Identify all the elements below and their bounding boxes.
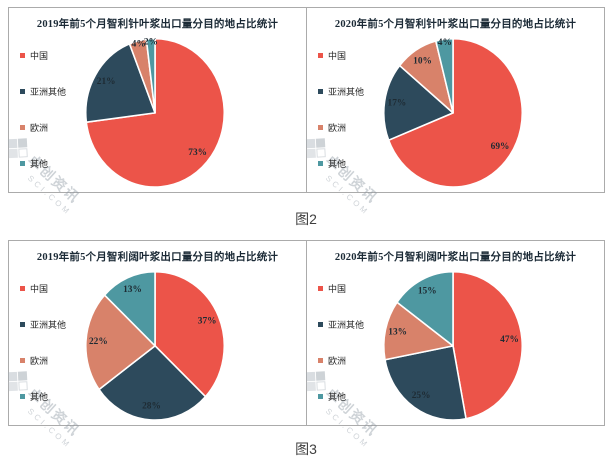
legend-marker-icon xyxy=(318,358,323,363)
pie-value-label-asia-other: 17% xyxy=(388,98,407,108)
pie-value-label-china: 47% xyxy=(500,335,519,345)
legend-label: 欧洲 xyxy=(30,123,49,133)
chart-panel-2020-hardwood: 2020年前5个月智利阔叶浆出口量分目的地占比统计 中国亚洲其他欧洲其他 47%… xyxy=(305,241,604,450)
pie-value-label-europe: 10% xyxy=(413,57,432,67)
legend-item-asia-other: 亚洲其他 xyxy=(318,85,388,98)
pie-chart: 47% 25% 13% 15% xyxy=(382,270,523,421)
legend-marker-icon xyxy=(20,161,25,166)
legend-label: 亚洲其他 xyxy=(30,320,67,330)
legend-label: 中国 xyxy=(328,51,347,61)
chart-title: 2020年前5个月智利阔叶浆出口量分目的地占比统计 xyxy=(334,252,577,263)
legend-label: 中国 xyxy=(30,51,49,61)
pie-slice-china xyxy=(452,270,523,420)
legend-item-europe: 欧洲 xyxy=(20,121,90,134)
legend-item-other: 其他 xyxy=(20,390,90,403)
figure-3-image: 2019年前5个月智利阔叶浆出口量分目的地占比统计 中国亚洲其他欧洲其他 37%… xyxy=(7,240,605,450)
pie-value-label-china: 69% xyxy=(491,142,510,152)
legend-label: 其他 xyxy=(328,392,347,402)
legend-marker-icon xyxy=(318,161,323,166)
pie-slice-other xyxy=(435,37,454,114)
chart-legend: 中国亚洲其他欧洲其他 xyxy=(20,49,90,170)
legend-item-china: 中国 xyxy=(318,49,388,62)
chart-legend: 中国亚洲其他欧洲其他 xyxy=(318,282,388,403)
chart-title: 2019年前5个月智利针叶浆出口量分目的地占比统计 xyxy=(36,19,279,30)
pie-value-label-other: 15% xyxy=(418,287,437,297)
figure-2-image: 2019年前5个月智利针叶浆出口量分目的地占比统计 中国亚洲其他欧洲其他 73%… xyxy=(7,7,605,217)
pie-value-label-other: 2% xyxy=(144,38,158,48)
pie-value-label-china: 37% xyxy=(198,317,217,327)
legend-item-china: 中国 xyxy=(318,282,388,295)
legend-item-europe: 欧洲 xyxy=(318,121,388,134)
chart-panel-2019-softwood: 2019年前5个月智利针叶浆出口量分目的地占比统计 中国亚洲其他欧洲其他 73%… xyxy=(7,8,306,217)
legend-item-china: 中国 xyxy=(20,49,90,62)
legend-label: 其他 xyxy=(30,392,49,402)
pie-value-label-china: 73% xyxy=(188,148,207,158)
pie-chart: 37% 28% 22% 13% xyxy=(84,270,226,421)
chart-panel-2019-hardwood: 2019年前5个月智利阔叶浆出口量分目的地占比统计 中国亚洲其他欧洲其他 37%… xyxy=(7,241,306,450)
legend-label: 亚洲其他 xyxy=(328,87,365,97)
legend-item-asia-other: 亚洲其他 xyxy=(318,318,388,331)
pie-value-label-asia-other: 21% xyxy=(97,77,116,87)
pie-slice-other xyxy=(145,37,156,114)
pie-value-label-europe: 4% xyxy=(132,40,146,50)
legend-item-asia-other: 亚洲其他 xyxy=(20,318,90,331)
legend-item-other: 其他 xyxy=(318,390,388,403)
pie-slice-china xyxy=(387,37,524,188)
legend-marker-icon xyxy=(20,322,25,327)
pie-slice-asia-other xyxy=(85,43,156,123)
legend-marker-icon xyxy=(20,89,25,94)
chart-title: 2020年前5个月智利针叶浆出口量分目的地占比统计 xyxy=(334,19,577,30)
legend-label: 其他 xyxy=(30,159,49,169)
legend-label: 其他 xyxy=(328,159,347,169)
legend-marker-icon xyxy=(20,125,25,130)
chart-title: 2019年前5个月智利阔叶浆出口量分目的地占比统计 xyxy=(36,252,279,263)
legend-marker-icon xyxy=(20,53,25,58)
pie-slice-other xyxy=(396,270,454,347)
legend-marker-icon xyxy=(20,286,25,291)
legend-label: 欧洲 xyxy=(30,356,49,366)
pie-value-label-europe: 13% xyxy=(388,328,407,338)
pie-slice-europe xyxy=(84,294,156,391)
pie-value-label-other: 4% xyxy=(438,38,452,48)
chart-panel-2020-softwood: 2020年前5个月智利针叶浆出口量分目的地占比统计 中国亚洲其他欧洲其他 69%… xyxy=(305,8,604,217)
legend-item-other: 其他 xyxy=(20,157,90,170)
legend-item-europe: 欧洲 xyxy=(20,354,90,367)
pie-slice-asia-other xyxy=(98,345,207,421)
legend-marker-icon xyxy=(318,394,323,399)
pie-slice-other xyxy=(103,270,156,347)
legend-marker-icon xyxy=(20,394,25,399)
legend-label: 中国 xyxy=(30,284,49,294)
pie-value-label-other: 13% xyxy=(123,285,142,295)
legend-marker-icon xyxy=(20,358,25,363)
legend-label: 亚洲其他 xyxy=(328,320,365,330)
figure-3-caption: 图3 xyxy=(295,441,317,457)
pie-value-label-europe: 22% xyxy=(89,337,108,347)
pie-slice-asia-other xyxy=(383,64,454,141)
legend-marker-icon xyxy=(318,322,323,327)
legend-marker-icon xyxy=(318,286,323,291)
legend-item-europe: 欧洲 xyxy=(318,354,388,367)
legend-item-other: 其他 xyxy=(318,157,388,170)
legend-label: 欧洲 xyxy=(328,123,347,133)
pie-value-label-asia-other: 28% xyxy=(142,402,161,412)
legend-label: 中国 xyxy=(328,284,347,294)
legend-marker-icon xyxy=(318,53,323,58)
legend-item-china: 中国 xyxy=(20,282,90,295)
pie-slice-china xyxy=(154,270,226,398)
legend-label: 亚洲其他 xyxy=(30,87,67,97)
pie-slice-asia-other xyxy=(384,345,467,421)
legend-marker-icon xyxy=(318,89,323,94)
legend-label: 欧洲 xyxy=(328,356,347,366)
figure-2-caption: 图2 xyxy=(295,211,317,227)
legend-marker-icon xyxy=(318,125,323,130)
pie-value-label-asia-other: 25% xyxy=(412,391,431,401)
legend-item-asia-other: 亚洲其他 xyxy=(20,85,90,98)
pie-chart: 69% 17% 10% 4% xyxy=(383,37,524,188)
pie-chart: 73% 21% 4%2% xyxy=(85,37,226,188)
chart-legend: 中国亚洲其他欧洲其他 xyxy=(318,49,388,170)
chart-legend: 中国亚洲其他欧洲其他 xyxy=(20,282,90,403)
pie-slice-europe xyxy=(382,301,454,361)
